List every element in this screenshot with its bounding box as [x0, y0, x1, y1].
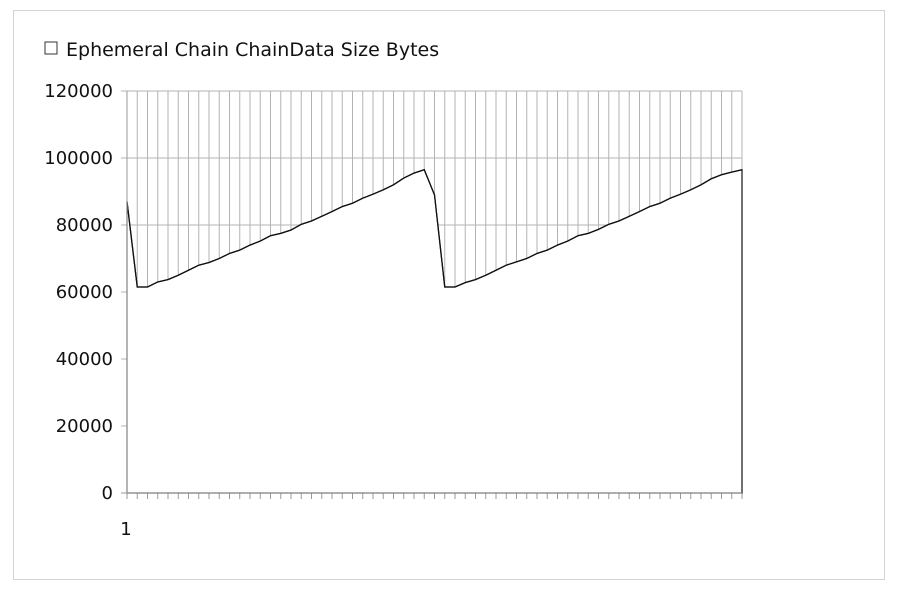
y-tick-label: 120000	[44, 81, 113, 102]
x-axis-tick-labels: 1	[120, 519, 131, 540]
y-tick-label: 0	[102, 483, 113, 504]
y-tick-label: 60000	[56, 282, 113, 303]
y-tick-label: 80000	[56, 215, 113, 236]
legend: Ephemeral Chain ChainData Size Bytes	[44, 39, 439, 61]
axes	[121, 91, 742, 494]
legend-swatch	[44, 41, 58, 55]
x-tick-label: 1	[120, 519, 131, 540]
legend-label: Ephemeral Chain ChainData Size Bytes	[66, 39, 439, 61]
y-tick-label: 40000	[56, 349, 113, 370]
y-axis-tick-labels: 0 20000 40000 60000 80000 100000 120000	[44, 81, 113, 504]
series-line	[126, 168, 743, 288]
y-tick-label: 20000	[56, 416, 113, 437]
y-tick-label: 100000	[44, 148, 113, 169]
